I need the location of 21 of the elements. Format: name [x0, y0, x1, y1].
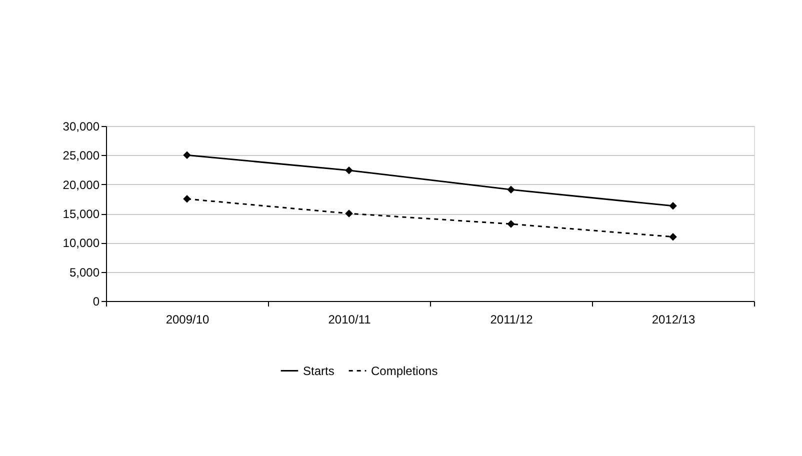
x-tick-label: 2009/10: [166, 312, 210, 326]
point: [183, 195, 191, 203]
point: [183, 151, 191, 160]
x-tick-label: 2012/13: [652, 312, 696, 326]
y-tick-label: 15,000: [62, 207, 100, 221]
y-tick-label: 30,000: [62, 120, 100, 134]
x-tick-label: 2010/11: [328, 312, 372, 326]
point: [669, 202, 677, 210]
point: [345, 166, 353, 174]
legend-label: Completions: [371, 364, 438, 378]
point: [507, 186, 515, 194]
point: [345, 210, 353, 218]
y-tick-label: 10,000: [62, 236, 100, 250]
x-tick-label: 2011/12: [490, 312, 534, 326]
point: [507, 220, 515, 228]
y-tick-label: 5,000: [69, 265, 100, 280]
legend-label: Starts: [303, 364, 334, 378]
y-tick-label: 0: [92, 294, 100, 308]
point: [669, 232, 677, 241]
y-tick-label: 25,000: [62, 148, 100, 163]
y-tick-label: 20,000: [62, 178, 100, 192]
